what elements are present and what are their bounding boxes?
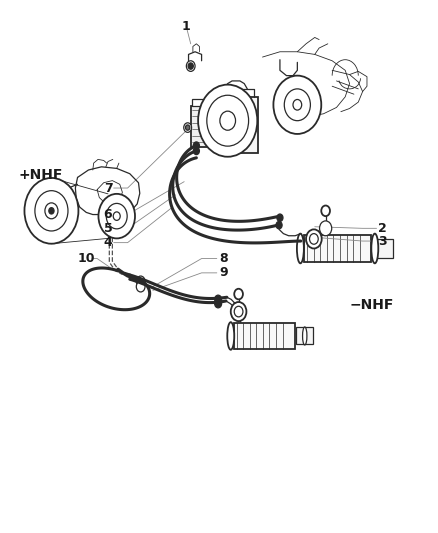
Bar (304, 235, 371, 262)
Circle shape (193, 142, 199, 149)
Bar (192, 100, 205, 106)
Ellipse shape (297, 233, 304, 263)
Circle shape (231, 302, 247, 321)
Text: 1: 1 (182, 20, 191, 34)
Text: 3: 3 (378, 235, 386, 247)
Bar (221, 97, 258, 152)
Circle shape (25, 178, 78, 244)
Circle shape (49, 208, 54, 214)
Text: 8: 8 (219, 252, 228, 265)
Circle shape (321, 206, 330, 216)
Text: 2: 2 (378, 222, 387, 235)
Text: 4: 4 (104, 236, 113, 249)
Circle shape (136, 276, 145, 287)
Bar (234, 323, 295, 349)
Text: 7: 7 (104, 182, 113, 195)
Circle shape (293, 100, 302, 110)
Text: +NHF: +NHF (19, 168, 63, 182)
Circle shape (106, 204, 127, 229)
Circle shape (215, 300, 222, 308)
Circle shape (277, 214, 283, 221)
Circle shape (284, 89, 311, 120)
Text: 9: 9 (219, 266, 228, 279)
Circle shape (310, 233, 318, 244)
Bar (191, 106, 207, 147)
Circle shape (184, 123, 191, 132)
Circle shape (35, 191, 68, 231)
Circle shape (234, 306, 243, 317)
Circle shape (207, 95, 249, 146)
Circle shape (188, 63, 193, 69)
Circle shape (136, 281, 145, 292)
Circle shape (234, 289, 243, 300)
Circle shape (113, 212, 120, 220)
Ellipse shape (227, 322, 234, 350)
Text: 5: 5 (104, 222, 113, 235)
Ellipse shape (371, 233, 378, 263)
Circle shape (320, 221, 332, 236)
Text: 6: 6 (104, 208, 112, 221)
Circle shape (273, 76, 321, 134)
Text: −NHF: −NHF (350, 297, 394, 312)
Circle shape (193, 147, 199, 155)
Bar (296, 327, 313, 344)
Circle shape (220, 111, 236, 130)
Circle shape (185, 125, 190, 130)
Circle shape (99, 194, 135, 238)
Circle shape (215, 295, 222, 304)
Circle shape (198, 85, 257, 157)
Circle shape (186, 61, 195, 71)
Text: 10: 10 (78, 252, 95, 265)
Circle shape (306, 229, 322, 248)
Circle shape (276, 221, 282, 229)
Circle shape (299, 237, 305, 245)
Bar (376, 239, 393, 258)
Ellipse shape (303, 327, 307, 345)
Circle shape (45, 203, 58, 219)
